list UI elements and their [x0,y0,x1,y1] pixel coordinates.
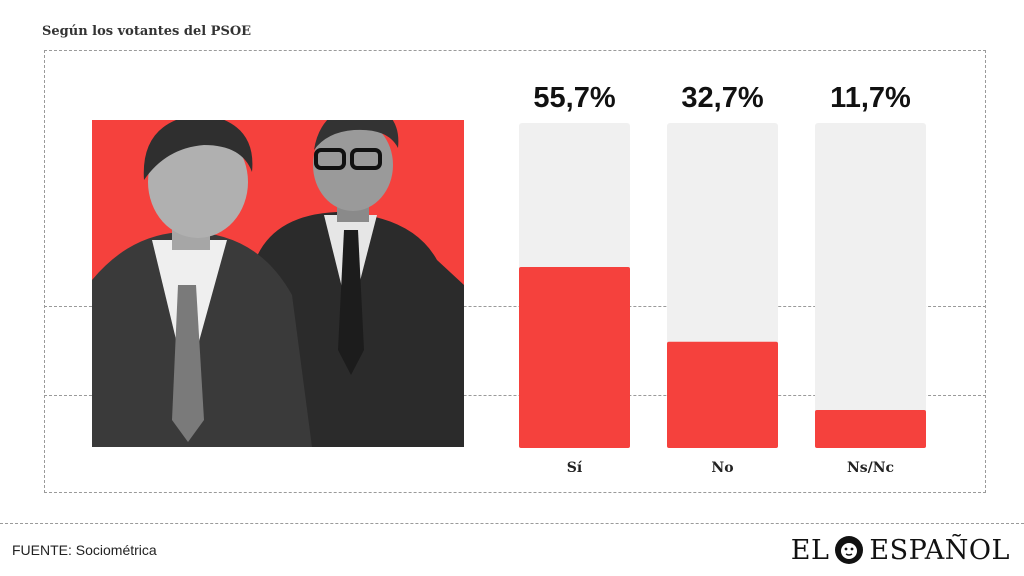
dashed-guide-line [44,306,986,307]
dashed-guide-line [44,395,986,396]
bar-group-0: 55,7% Sí [519,82,630,476]
bar [519,266,630,448]
bar-group-2: 11,7% Ns/Nc [815,82,926,476]
el-espanol-logo[interactable]: EL ESPAÑOL [791,530,1010,570]
category-label: Ns/Nc [847,460,894,476]
lion-head-icon [834,535,864,565]
logo-text-espanol: ESPAÑOL [869,534,1010,566]
bar [667,341,778,448]
value-label: 55,7% [533,82,615,114]
chart-panel [44,50,986,493]
bar [815,409,926,448]
category-label: Sí [567,460,583,476]
politicians-photo [92,120,464,447]
category-label: No [711,460,733,476]
bar-track [815,123,926,448]
chart-subtitle: Según los votantes del PSOE [42,24,252,39]
value-label: 11,7% [830,82,911,114]
value-label: 32,7% [681,82,763,114]
source-note: FUENTE: Sociométrica [12,542,157,558]
bar-group-1: 32,7% No [667,82,778,476]
footer-divider [0,523,1024,524]
logo-text-el: EL [790,534,830,566]
